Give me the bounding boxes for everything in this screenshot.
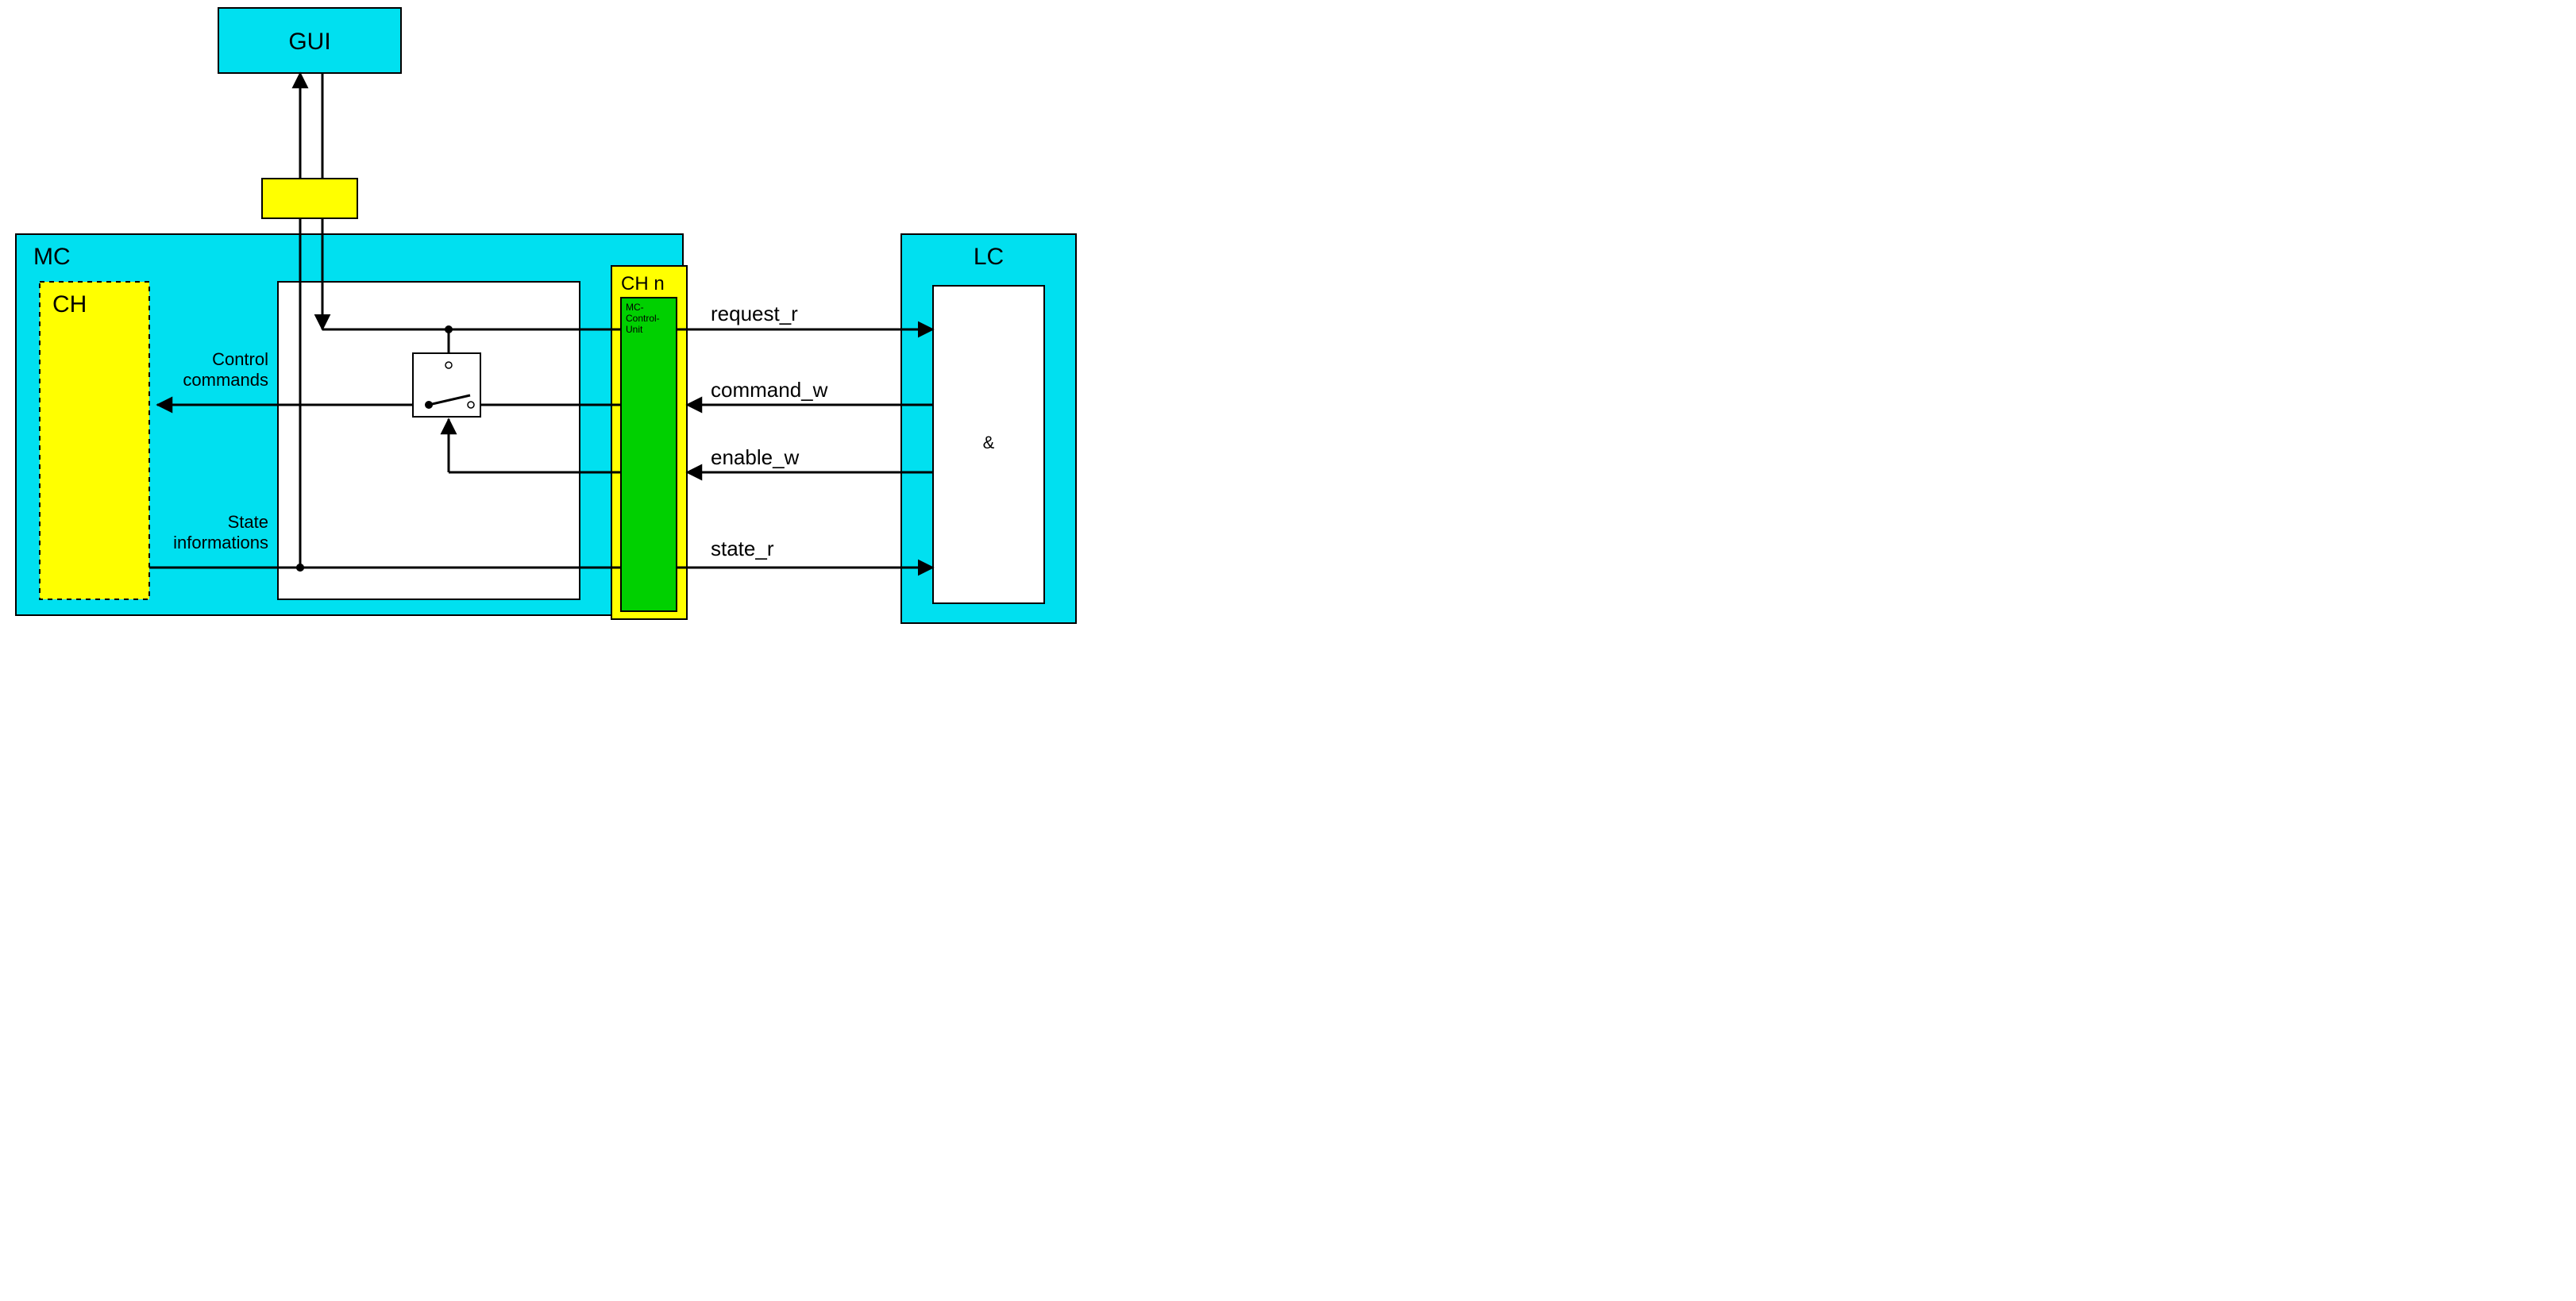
lc_inner-label: &: [983, 433, 995, 452]
yellow_small-box: [262, 179, 357, 218]
mccu-label: Control-: [626, 313, 660, 324]
gui-label: GUI: [288, 29, 330, 55]
mc-label: MC: [33, 244, 71, 270]
chn-label: CH n: [621, 273, 665, 294]
mccu-box: MC-Control-Unit: [621, 298, 677, 611]
mccu-label: Unit: [626, 324, 643, 335]
block-diagram: MCGUICHCH nMC-Control-UnitLC&Controlcomm…: [0, 0, 1239, 627]
control_commands-label: Control: [212, 349, 268, 369]
lc_inner-box: &: [933, 286, 1044, 603]
request_r-label: request_r: [711, 302, 798, 325]
ch-label: CH: [52, 291, 87, 318]
state-h-junction: [296, 564, 304, 572]
state_r-label: state_r: [711, 537, 774, 560]
enable_w-label: enable_w: [711, 445, 800, 469]
lc-label: LC: [974, 244, 1004, 270]
state_info-label: State: [228, 512, 268, 532]
switch-contact-right: [468, 402, 474, 408]
mccu-label: MC-: [626, 302, 644, 313]
gui-box: GUI: [218, 8, 401, 73]
control_commands-label: commands: [183, 370, 268, 390]
state_info-label: informations: [173, 533, 268, 552]
ch-box: CH: [40, 282, 149, 599]
command_w-label: command_w: [711, 378, 828, 402]
switch-contact-top: [445, 362, 452, 368]
